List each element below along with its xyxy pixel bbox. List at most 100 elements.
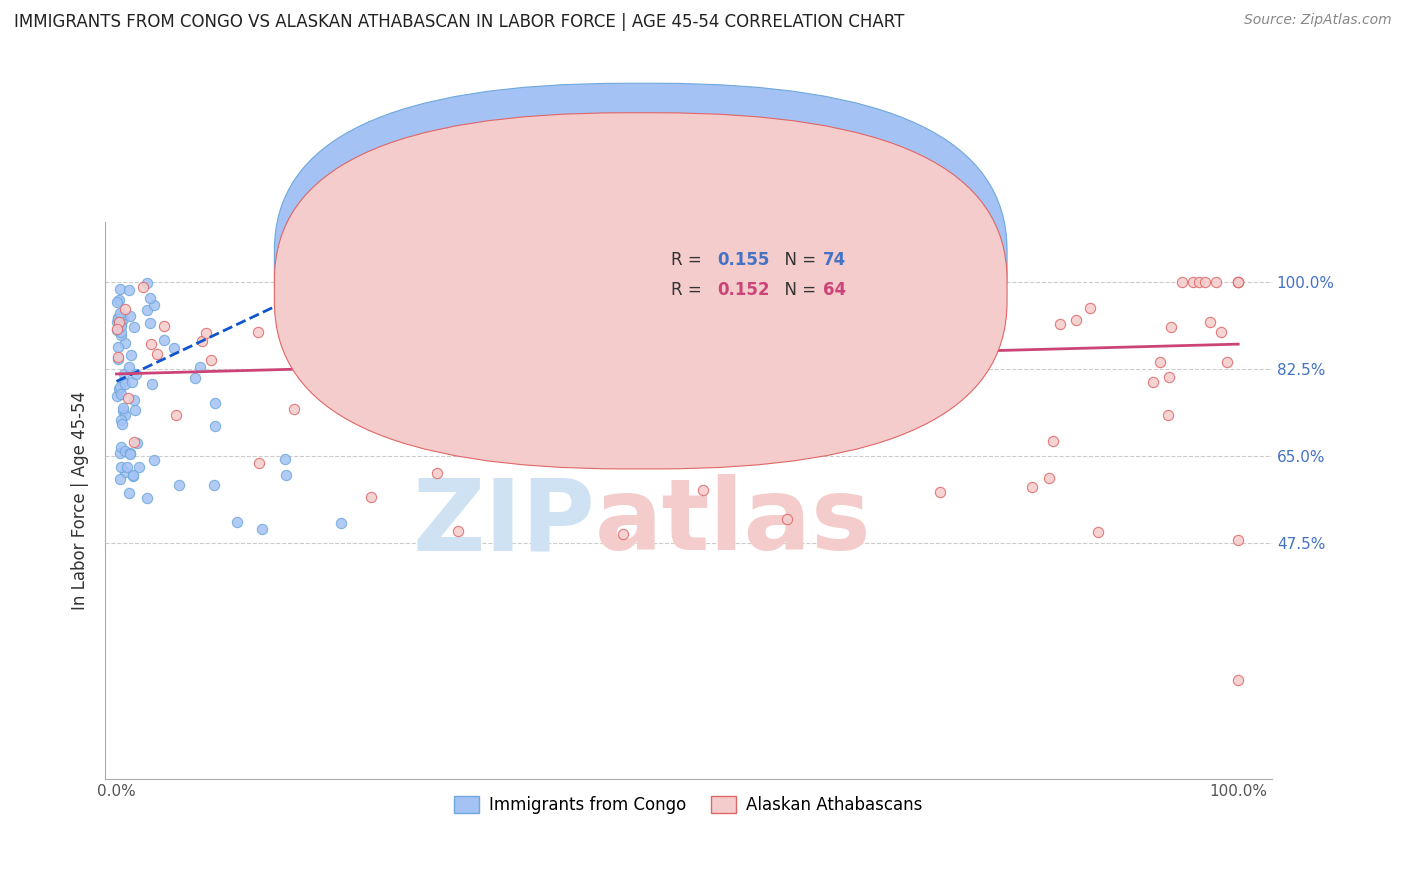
Point (153, 333, 176, 347)
Point (1227, 275, 1250, 289)
Point (122, 468, 145, 483)
Point (342, 363, 364, 377)
Point (105, 323, 128, 337)
Point (1227, 673, 1250, 687)
Point (165, 408, 187, 422)
Point (409, 300, 432, 314)
Point (107, 340, 129, 354)
Point (283, 401, 305, 416)
Point (110, 459, 132, 474)
Point (122, 392, 145, 407)
Point (110, 318, 132, 333)
Point (135, 276, 157, 290)
Point (200, 353, 222, 368)
Point (107, 310, 129, 325)
Point (132, 280, 155, 294)
Point (141, 376, 163, 391)
Point (108, 293, 131, 307)
Point (114, 408, 136, 422)
Point (274, 451, 297, 466)
Point (139, 336, 162, 351)
Point (872, 322, 894, 336)
Text: atlas: atlas (595, 475, 872, 572)
Point (107, 351, 129, 366)
Point (276, 467, 298, 482)
Point (821, 318, 844, 333)
Point (105, 322, 128, 336)
Point (311, 273, 333, 287)
Point (828, 389, 851, 403)
Point (353, 276, 375, 290)
Point (108, 383, 131, 397)
Point (110, 326, 132, 340)
Point (121, 375, 143, 389)
Text: R =: R = (671, 281, 707, 299)
Point (114, 376, 136, 391)
Point (124, 402, 146, 417)
Point (107, 311, 129, 326)
Point (163, 341, 186, 355)
Point (1227, 275, 1250, 289)
Point (426, 466, 449, 480)
Point (1194, 275, 1216, 289)
Point (120, 310, 142, 324)
Point (112, 375, 135, 389)
Point (114, 302, 136, 317)
Point (105, 295, 128, 310)
Point (183, 371, 205, 385)
Point (105, 389, 128, 403)
Point (110, 412, 132, 426)
Point (108, 380, 131, 394)
Point (1171, 275, 1194, 289)
Point (188, 359, 211, 374)
FancyBboxPatch shape (600, 234, 875, 320)
Point (114, 443, 136, 458)
Point (117, 391, 139, 405)
Point (117, 459, 139, 474)
Point (692, 483, 714, 498)
Text: N =: N = (773, 281, 821, 299)
Point (111, 404, 134, 418)
Text: 64: 64 (823, 281, 846, 299)
FancyBboxPatch shape (274, 112, 1007, 469)
Point (1078, 301, 1101, 315)
Point (1227, 533, 1250, 548)
Point (142, 453, 165, 467)
Point (110, 327, 132, 342)
Point (111, 308, 134, 322)
Text: N =: N = (773, 252, 821, 269)
Text: 0.155: 0.155 (717, 252, 770, 269)
Point (1021, 480, 1043, 494)
Point (1142, 375, 1164, 389)
Point (138, 291, 160, 305)
Text: R =: R = (671, 252, 707, 269)
Point (122, 319, 145, 334)
Point (128, 460, 150, 475)
Point (929, 484, 952, 499)
Point (1159, 370, 1181, 384)
FancyBboxPatch shape (274, 83, 1007, 440)
Point (114, 336, 136, 351)
Point (112, 368, 135, 382)
Point (246, 325, 269, 339)
Point (776, 512, 799, 526)
Point (869, 359, 891, 374)
Point (1227, 275, 1250, 289)
Point (1049, 317, 1071, 331)
Point (118, 446, 141, 460)
Point (110, 386, 132, 401)
Point (110, 316, 132, 330)
Point (202, 478, 225, 492)
Point (1087, 525, 1109, 540)
Point (1038, 471, 1060, 485)
Point (125, 436, 148, 450)
Point (108, 472, 131, 486)
Point (118, 447, 141, 461)
Point (1042, 434, 1064, 448)
Point (1160, 319, 1182, 334)
Point (105, 315, 128, 329)
Point (1157, 408, 1180, 422)
Text: ZIP: ZIP (412, 475, 595, 572)
Point (330, 516, 353, 531)
Point (111, 417, 134, 432)
